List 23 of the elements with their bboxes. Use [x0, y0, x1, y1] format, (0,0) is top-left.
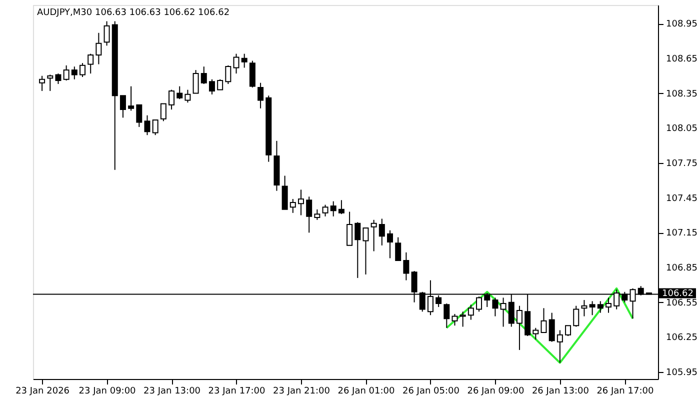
y-tick-label: 108.05 — [666, 124, 698, 134]
x-tick-label: 26 Jan 09:00 — [467, 386, 524, 396]
y-tick-label: 105.95 — [666, 368, 698, 378]
x-tick-label: 23 Jan 2026 — [16, 386, 70, 396]
x-tick-label: 23 Jan 17:00 — [208, 386, 266, 396]
y-tick-label: 108.95 — [666, 20, 698, 30]
x-tick-label: 26 Jan 17:00 — [596, 386, 654, 396]
y-tick-label: 108.35 — [666, 89, 698, 100]
ref-line-label: 106.62 — [662, 289, 694, 300]
x-tick-label: 26 Jan 05:00 — [402, 386, 460, 396]
x-tick-label: 26 Jan 01:00 — [338, 386, 395, 396]
y-tick-label: 107.75 — [666, 158, 698, 169]
chart-title: AUDJPY,M30 106.63 106.63 106.62 106.62 — [37, 8, 230, 18]
x-tick-label: 23 Jan 09:00 — [78, 386, 136, 396]
y-tick-label: 106.25 — [666, 333, 698, 344]
y-tick-label: 106.85 — [666, 263, 698, 274]
y-tick-label: 107.45 — [666, 194, 698, 204]
x-tick-label: 23 Jan 21:00 — [273, 386, 330, 396]
y-tick-label: 107.15 — [666, 228, 698, 239]
x-tick-label: 23 Jan 13:00 — [144, 386, 201, 396]
y-tick-label: 108.65 — [666, 54, 698, 64]
y-tick-label: 106.55 — [666, 298, 698, 308]
x-tick-label: 26 Jan 13:00 — [532, 386, 590, 396]
